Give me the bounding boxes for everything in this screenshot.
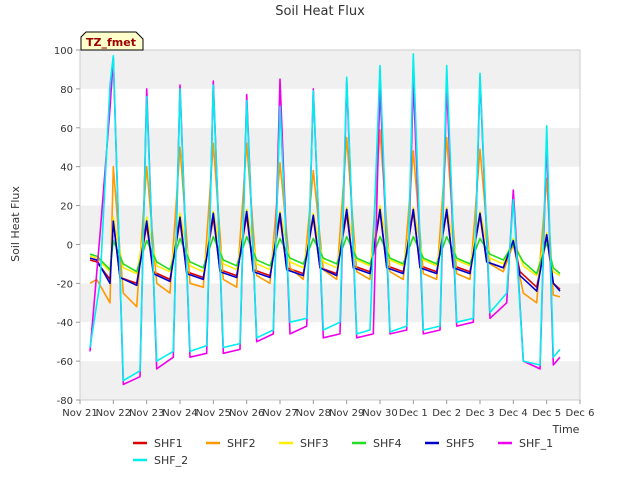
grid-band (80, 166, 580, 206)
x-tick-label: Dec 4 (499, 408, 528, 419)
series-line-shf-2 (89, 53, 561, 382)
grid-band (80, 127, 580, 167)
x-tick-label: Dec 6 (566, 408, 595, 419)
y-tick-label: 60 (60, 124, 73, 135)
x-axis-label: Time (552, 423, 580, 436)
x-tick-label: Nov 23 (129, 408, 164, 419)
grid-band (80, 322, 580, 362)
site-badge: TZ_fmet (80, 31, 144, 51)
legend-label: SHF1 (154, 437, 183, 450)
y-tick-label: 0 (67, 240, 73, 251)
x-tick-label: Dec 2 (432, 408, 461, 419)
legend-label: SHF_2 (154, 454, 188, 467)
y-tick-label: -60 (57, 357, 73, 368)
x-tick-label: Nov 27 (262, 408, 297, 419)
y-tick-label: -80 (57, 396, 73, 407)
x-tick-label: Dec 5 (532, 408, 561, 419)
x-tick-label: Nov 22 (96, 408, 131, 419)
grid-band (80, 50, 580, 89)
grid-band (80, 361, 580, 400)
grid-band (80, 88, 580, 128)
legend-label: SHF3 (300, 437, 329, 450)
legend-label: SHF2 (227, 437, 256, 450)
series-layer (89, 53, 561, 386)
badge-label: TZ_fmet (86, 36, 136, 49)
grid-band (80, 283, 580, 323)
y-tick-label: -40 (57, 318, 73, 329)
y-tick-label: 40 (60, 163, 73, 174)
x-tick-label: Nov 30 (362, 408, 397, 419)
legend: SHF1 SHF2 SHF3 SHF4 SHF5 SHF_1 SHF_2 (133, 437, 553, 467)
y-axis-label: Soil Heat Flux (9, 186, 22, 262)
x-tick-label: Nov 29 (329, 408, 364, 419)
y-tick-label: -20 (57, 279, 73, 290)
legend-label: SHF5 (446, 437, 475, 450)
legend-label: SHF_1 (519, 437, 553, 450)
x-tick-label: Nov 25 (196, 408, 231, 419)
plot-frame (79, 49, 581, 401)
x-tick-label: Nov 26 (229, 408, 264, 419)
y-axis: -80 -60 -40 -20 0 20 40 60 80 100 (54, 46, 80, 407)
x-tick-label: Nov 21 (62, 408, 97, 419)
legend-label: SHF4 (373, 437, 402, 450)
x-tick-label: Dec 1 (399, 408, 428, 419)
badge-box (80, 31, 144, 51)
x-tick-label: Dec 3 (466, 408, 495, 419)
y-tick-label: 80 (60, 85, 73, 96)
grid-band (80, 205, 580, 245)
x-tick-label: Nov 28 (296, 408, 331, 419)
y-tick-label: 20 (60, 202, 73, 213)
chart-title: Soil Heat Flux (275, 4, 365, 19)
x-tick-label: Nov 24 (162, 408, 197, 419)
y-tick-label: 100 (54, 46, 73, 57)
grid-bands (80, 50, 580, 400)
